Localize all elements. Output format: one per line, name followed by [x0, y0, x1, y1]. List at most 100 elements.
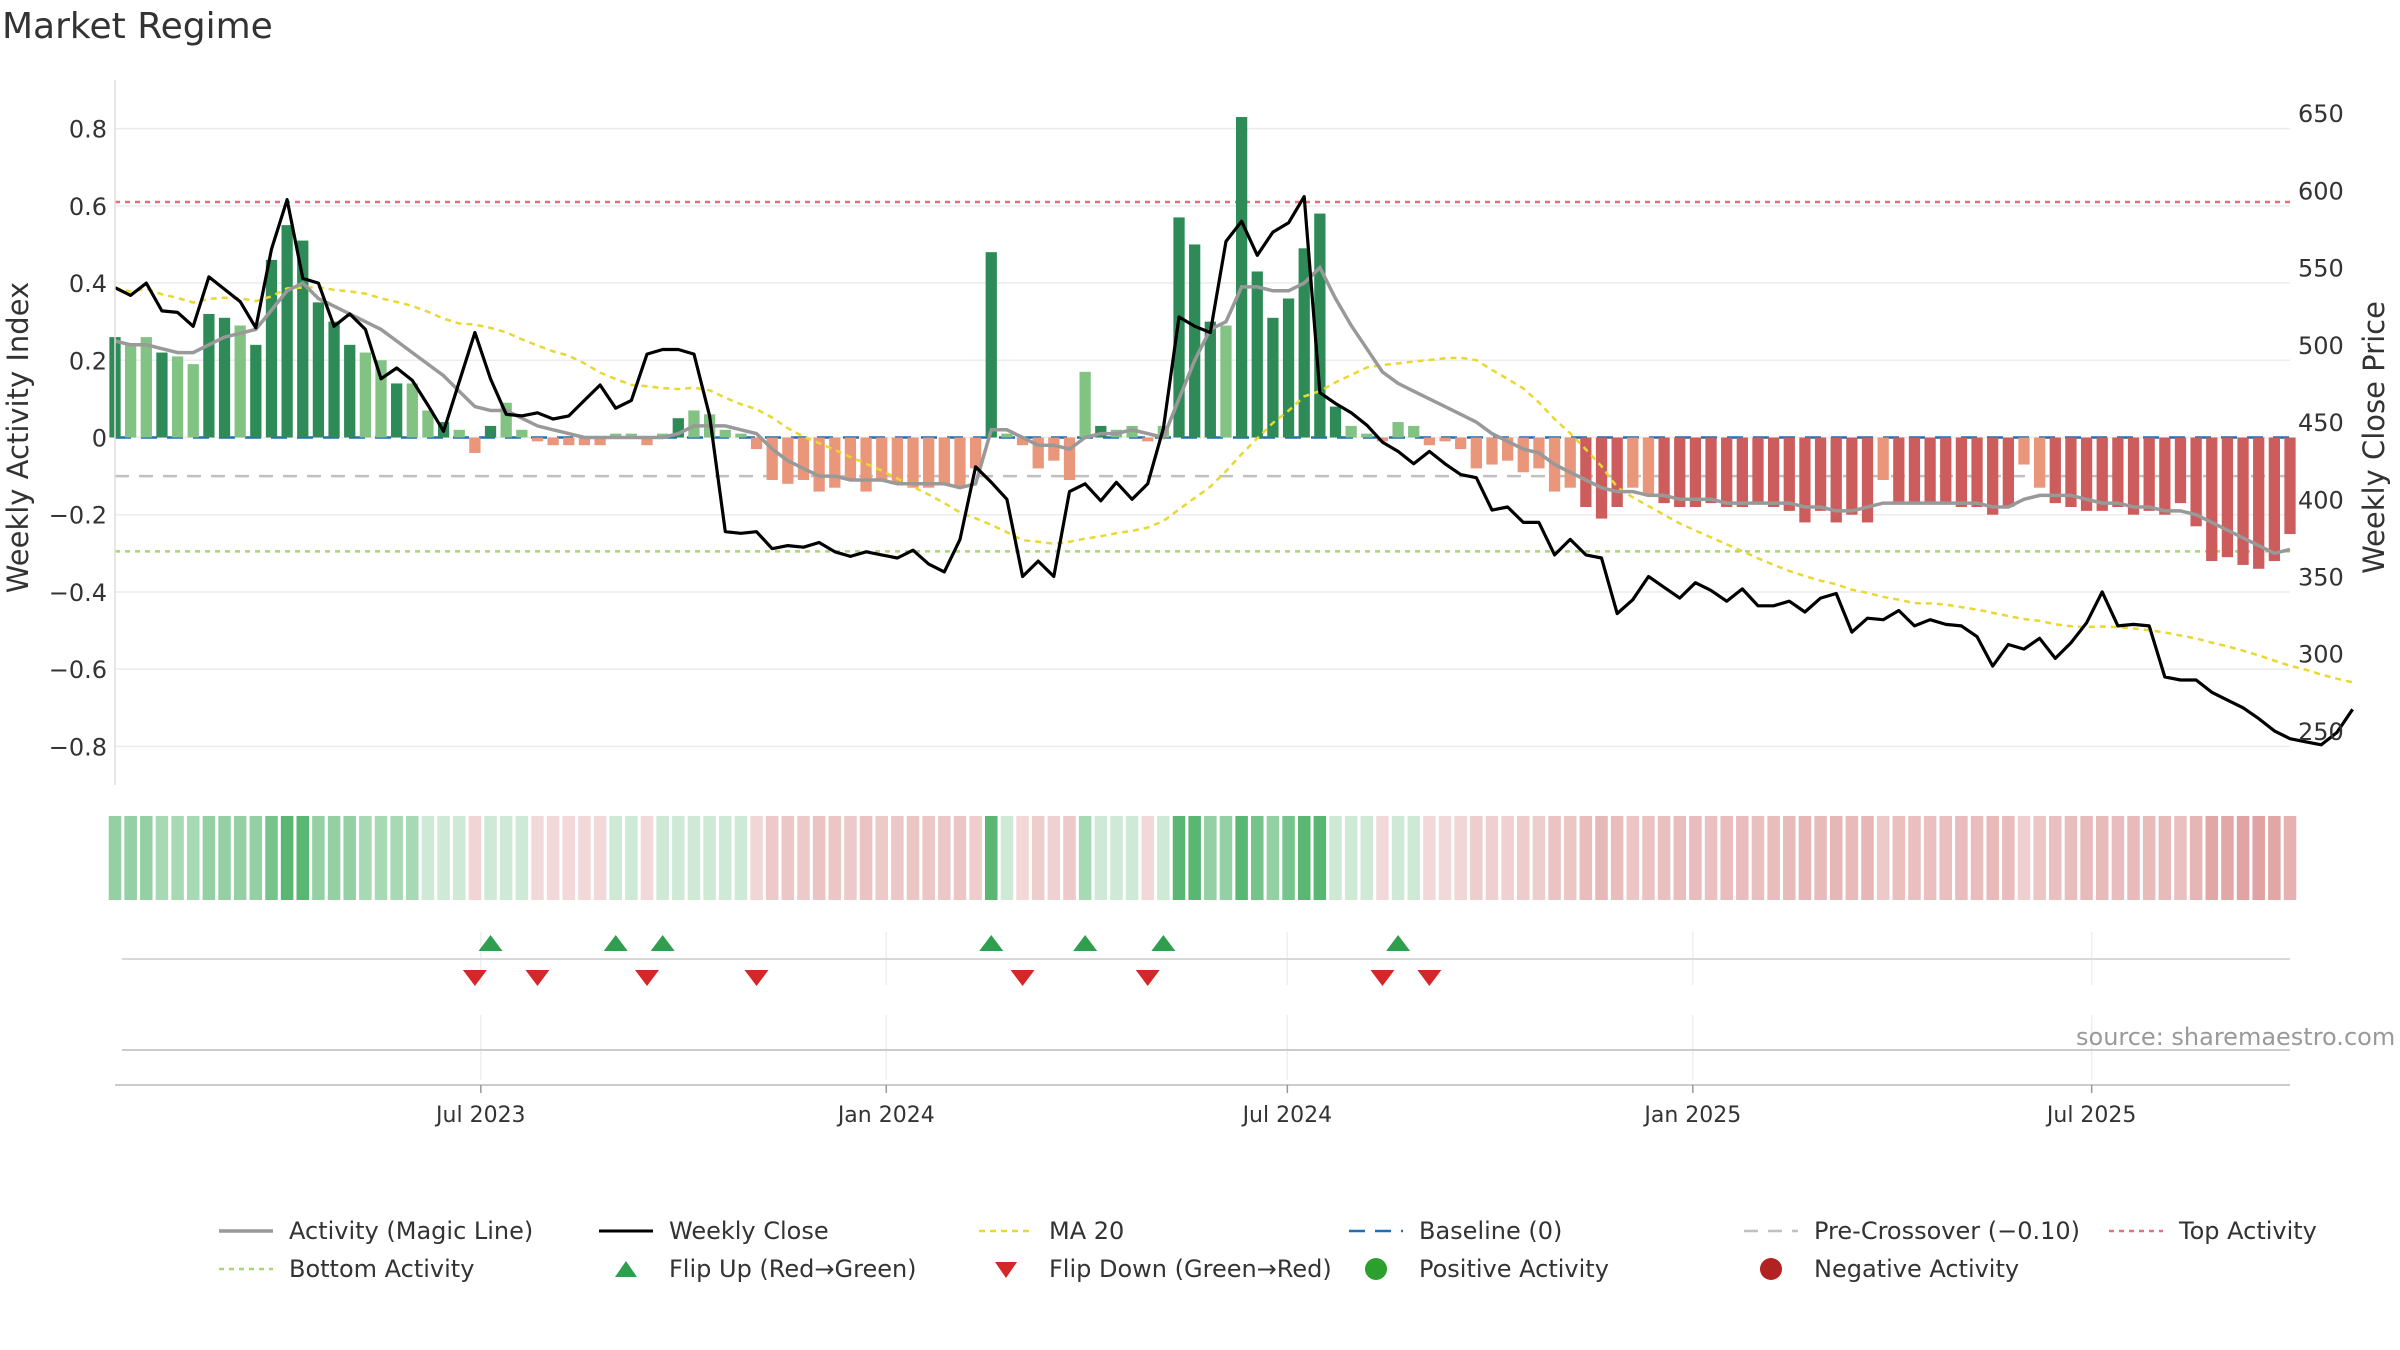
activity-bar	[2190, 437, 2202, 527]
regime-strip-cell	[938, 816, 951, 900]
regime-strip-cell	[437, 816, 450, 900]
legend-item-bottom: Bottom Activity	[215, 1250, 474, 1288]
regime-strip-cell	[1939, 816, 1953, 900]
activity-bar	[2049, 437, 2061, 504]
activity-bar	[1501, 437, 1514, 461]
regime-strip-cell	[2127, 816, 2140, 900]
flip-up-marker	[478, 935, 503, 951]
regime-strip-cell	[656, 816, 669, 900]
regime-strip-cell	[985, 816, 998, 900]
activity-bar	[1674, 437, 1686, 507]
activity-bar	[187, 364, 199, 438]
regime-strip-cell	[1407, 816, 1420, 900]
activity-bar	[1768, 437, 1780, 507]
regime-strip-cell	[1297, 816, 1311, 900]
flip-up-marker	[1073, 935, 1098, 951]
regime-strip	[108, 816, 2297, 900]
regime-strip-cell	[609, 816, 622, 900]
activity-bar	[1627, 437, 1639, 488]
regime-strip-cell	[1047, 816, 1061, 900]
regime-strip-cell	[1078, 816, 1092, 900]
activity-bar	[1251, 271, 1263, 438]
activity-bar	[328, 321, 340, 438]
regime-strip-cell	[1548, 816, 1561, 900]
regime-strip-cell	[312, 816, 325, 900]
activity-bar	[250, 344, 262, 438]
regime-strip-cell	[1000, 816, 1014, 900]
activity-bar	[453, 429, 465, 438]
y-right-axis-title: Weekly Close Price	[2357, 301, 2391, 574]
regime-strip-cell	[546, 816, 560, 900]
activity-bar	[1423, 437, 1436, 446]
activity-bar	[1908, 437, 1921, 504]
legend-label: Positive Activity	[1419, 1255, 1609, 1283]
y-right-tick-label: 550	[2298, 255, 2344, 283]
y-right-tick-label: 450	[2298, 409, 2344, 437]
regime-strip-cell	[1923, 816, 1937, 900]
activity-bar	[375, 360, 387, 438]
regime-strip-cell	[953, 816, 967, 900]
regime-strip-cell	[718, 816, 732, 900]
activity-bar	[359, 352, 371, 438]
activity-bar	[1830, 437, 1842, 523]
legend-item-baseline: Baseline (0)	[1345, 1212, 1562, 1250]
weekly-close-line	[114, 195, 2354, 747]
regime-strip-cell	[2221, 816, 2234, 900]
regime-strip-cell	[1751, 816, 1765, 900]
x-axis: Jul 2023 Jan 2024 Jul 2024 Jan 2025 Jul 2025	[434, 1085, 2136, 1128]
activity-bar	[2268, 437, 2280, 562]
activity-bar	[1376, 437, 1389, 442]
regime-strip-cell	[1798, 816, 1812, 900]
regime-strip-cell	[2252, 816, 2265, 900]
x-tick-label: Jan 2025	[1642, 1103, 1741, 1128]
legend-symbol-flipdown	[995, 1262, 1017, 1278]
y-right-tick-label: 600	[2298, 177, 2344, 205]
regime-strip-cell	[233, 816, 247, 900]
activity-bar	[735, 433, 747, 438]
activity-bar	[1705, 437, 1717, 504]
axes: 0.8 0.6 0.4 0.2 0 −0.2 −0.4 −0.6 −0.8 650 600 550 50…	[1, 80, 2391, 785]
activity-bar	[1267, 317, 1279, 438]
activity-bar	[907, 437, 919, 488]
regime-strip-cell	[1282, 816, 1295, 900]
activity-bar	[2096, 437, 2108, 511]
legend-label: Negative Activity	[1814, 1255, 2020, 1283]
regime-strip-cell	[1063, 816, 1076, 900]
regime-strip-cell	[468, 816, 482, 900]
regime-strip-cell	[1970, 816, 1984, 900]
y-left-tick-label: 0.2	[69, 347, 107, 375]
activity-bar	[1721, 437, 1733, 507]
x-tick-label: Jul 2023	[434, 1103, 526, 1128]
regime-strip-cell	[265, 816, 278, 900]
regime-strip-cell	[765, 816, 779, 900]
regime-strip-cell	[2095, 816, 2109, 900]
activity-bar	[1846, 437, 1858, 515]
activity-bar	[1971, 437, 1983, 507]
flip-down-marker	[1010, 970, 1035, 986]
y-left-tick-label: −0.6	[49, 656, 107, 684]
activity-bar	[344, 344, 356, 438]
flip-down-marker	[1135, 970, 1160, 986]
regime-strip-cell	[1704, 816, 1718, 900]
regime-strip-cell	[249, 816, 263, 900]
y-right-tick-label: 400	[2298, 486, 2344, 514]
regime-strip-cell	[2205, 816, 2219, 900]
activity-bar	[657, 433, 669, 438]
grid-layer	[115, 127, 2290, 748]
activity-bar	[1658, 437, 1670, 504]
legend-item-precross: Pre-Crossover (−0.10)	[1740, 1212, 2080, 1250]
regime-strip-cell	[1251, 816, 1264, 900]
regime-strip-cell	[1235, 816, 1248, 900]
regime-strip-cell	[124, 816, 137, 900]
regime-strip-cell	[2236, 816, 2250, 900]
regime-strip-cell	[108, 816, 122, 900]
activity-bar	[1564, 437, 1576, 488]
regime-strip-cell	[1595, 816, 1608, 900]
flip-down-marker	[635, 970, 660, 986]
regime-strip-cell	[2142, 816, 2156, 900]
regime-strip-cell	[1736, 816, 1749, 900]
activity-bar	[1517, 437, 1529, 473]
activity-bar	[1595, 437, 1608, 519]
regime-strip-cell	[1642, 816, 1655, 900]
activity-bar	[688, 410, 700, 438]
